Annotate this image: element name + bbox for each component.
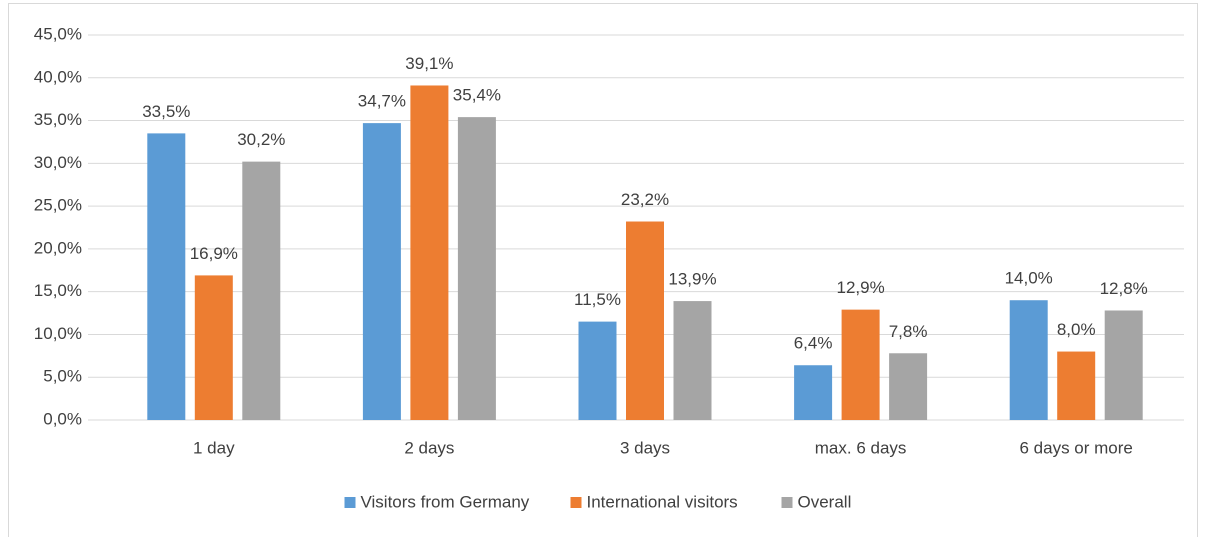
bar <box>1009 300 1048 420</box>
bar <box>889 353 928 420</box>
data-label: 39,1% <box>405 54 453 73</box>
legend-swatch <box>344 497 356 508</box>
bar <box>362 123 401 420</box>
legend-label: International visitors <box>587 492 738 511</box>
y-tick-label: 25,0% <box>34 196 82 215</box>
legend-swatch <box>570 497 582 508</box>
data-label: 7,8% <box>889 322 928 341</box>
y-tick-label: 15,0% <box>34 281 82 300</box>
data-label: 13,9% <box>668 270 716 289</box>
bar <box>578 321 617 420</box>
bar <box>841 309 880 420</box>
y-tick-label: 40,0% <box>34 67 82 86</box>
chart-frame <box>8 3 1198 537</box>
x-tick-label: max. 6 days <box>815 438 907 457</box>
x-tick-label: 1 day <box>193 438 235 457</box>
y-tick-label: 10,0% <box>34 324 82 343</box>
x-tick-label: 6 days or more <box>1020 438 1133 457</box>
bar <box>673 301 712 420</box>
y-tick-label: 20,0% <box>34 238 82 257</box>
legend-label: Overall <box>798 492 852 511</box>
bar <box>147 133 186 420</box>
bar <box>410 85 449 420</box>
y-tick-label: 30,0% <box>34 153 82 172</box>
data-label: 33,5% <box>142 102 190 121</box>
data-label: 30,2% <box>237 130 285 149</box>
y-tick-label: 35,0% <box>34 110 82 129</box>
data-label: 11,5% <box>574 290 621 309</box>
data-label: 8,0% <box>1057 320 1096 339</box>
data-label: 23,2% <box>621 190 669 209</box>
x-tick-label: 2 days <box>404 438 454 457</box>
bar <box>194 275 233 420</box>
bar <box>794 365 833 420</box>
legend-label: Visitors from Germany <box>361 492 530 511</box>
bar <box>1057 351 1096 420</box>
bar <box>626 221 664 420</box>
y-tick-label: 45,0% <box>34 24 82 43</box>
data-label: 34,7% <box>358 92 406 111</box>
bar <box>1104 310 1143 420</box>
x-tick-label: 3 days <box>620 438 670 457</box>
data-label: 6,4% <box>794 334 833 353</box>
y-tick-label: 5,0% <box>43 367 82 386</box>
legend-swatch <box>781 497 793 508</box>
data-label: 16,9% <box>190 244 238 263</box>
data-label: 12,9% <box>836 278 884 297</box>
data-label: 35,4% <box>453 86 501 105</box>
bar <box>457 117 496 420</box>
data-label: 14,0% <box>1005 269 1053 288</box>
data-label: 12,8% <box>1100 279 1148 298</box>
bar <box>242 161 281 420</box>
y-tick-label: 0,0% <box>43 409 82 428</box>
